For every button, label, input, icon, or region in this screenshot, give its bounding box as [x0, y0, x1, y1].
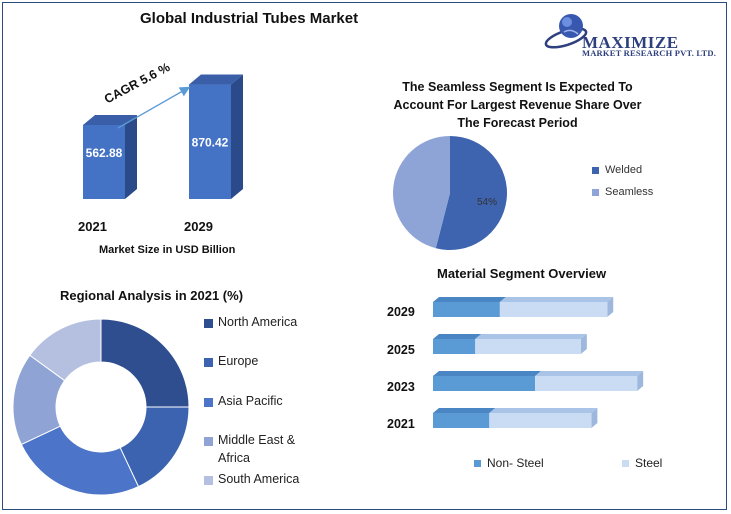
legend-europe: Europe — [218, 354, 259, 368]
legend-south-america: South America — [218, 472, 300, 486]
material-bar-nonsteel — [433, 376, 536, 391]
cagr-arrow — [117, 86, 191, 129]
material-year-2029: 2029 — [387, 305, 415, 319]
legend-middle-east-line1: Middle East & — [218, 433, 296, 447]
bar-category-2021: 2021 — [78, 219, 107, 234]
material-bar-end — [580, 334, 587, 354]
segment-title-line-3: The Forecast Period — [457, 116, 578, 130]
legend-middle-east-line2: Africa — [218, 451, 250, 465]
material-bar-nonsteel-top — [433, 334, 482, 339]
legend-non-steel: Non- Steel — [474, 456, 544, 470]
legend-middle-east-africa-swatch — [204, 437, 213, 446]
legend-north-america-swatch — [204, 319, 213, 328]
legend-north-america: North America — [218, 315, 298, 329]
donut-slice-asia-pacific — [20, 425, 140, 496]
material-bar-steel-top — [489, 408, 598, 413]
material-bar-nonsteel — [433, 339, 476, 354]
material-bar-steel — [475, 339, 581, 354]
material-bar-2025 — [433, 334, 587, 354]
material-year-2023: 2023 — [387, 380, 415, 394]
material-bar-steel-top — [535, 371, 644, 376]
segment-pie-title: The Seamless Segment Is Expected To Acco… — [380, 78, 655, 132]
market-bar-value-label: 870.42 — [192, 136, 229, 150]
legend-seamless: Seamless — [592, 186, 653, 198]
legend-welded: Welded — [592, 164, 642, 176]
material-year-2021: 2021 — [387, 417, 415, 431]
material-bar-2021 — [433, 408, 598, 428]
segment-pie-chart: 54% — [392, 136, 507, 250]
segment-title-line-2: Account For Largest Revenue Share Over — [393, 98, 642, 112]
market-bar-2021: 562.88 — [83, 114, 137, 199]
material-segment-chart — [433, 297, 644, 428]
regional-title: Regional Analysis in 2021 (%) — [60, 288, 244, 303]
legend-asia-pacific: Asia Pacific — [218, 394, 283, 408]
legend-non-steel-label: Non- Steel — [487, 456, 544, 470]
donut-slice-south-america — [29, 318, 102, 382]
legend-seamless-swatch — [592, 188, 599, 196]
page-title: Global Industrial Tubes Market — [140, 10, 359, 27]
legend-south-america-swatch — [204, 476, 213, 485]
material-bar-end — [637, 371, 644, 391]
logo — [544, 6, 724, 66]
material-bar-nonsteel — [433, 413, 490, 428]
legend-steel: Steel — [622, 456, 662, 470]
material-bar-end — [607, 297, 614, 317]
segment-title-line-1: The Seamless Segment Is Expected To — [402, 80, 633, 94]
material-bar-2023 — [433, 371, 644, 391]
globe-icon — [544, 14, 588, 49]
market-size-caption: Market Size in USD Billion — [99, 244, 236, 256]
legend-welded-label: Welded — [605, 164, 643, 176]
material-bar-steel-top — [475, 334, 587, 339]
legend-asia-pacific-swatch — [204, 398, 213, 407]
material-bar-end — [591, 408, 598, 428]
bar-category-2029: 2029 — [184, 219, 213, 234]
legend-steel-swatch — [622, 459, 629, 467]
material-bar-steel — [489, 413, 592, 428]
material-title: Material Segment Overview — [437, 266, 607, 281]
material-bar-steel — [535, 376, 638, 391]
legend-steel-label: Steel — [635, 456, 663, 470]
market-bar-top — [189, 74, 243, 85]
market-bar-front — [189, 84, 231, 199]
pie-slice-welded — [435, 136, 507, 250]
donut-slice-north-america — [100, 318, 190, 408]
logo-subtitle: MARKET RESEARCH PVT. LTD. — [582, 48, 717, 58]
material-bar-nonsteel-top — [433, 371, 542, 376]
market-bar-side — [231, 74, 243, 199]
regional-donut-chart — [12, 318, 190, 496]
legend-europe-swatch — [204, 358, 213, 367]
pie-slice-label: 54% — [477, 197, 497, 208]
material-bar-nonsteel-top — [433, 408, 496, 413]
market-bar-side — [125, 114, 137, 199]
material-bar-nonsteel-top — [433, 297, 506, 302]
material-bar-steel-top — [499, 297, 614, 302]
regional-legend: North America Europe Asia Pacific Middle… — [204, 312, 334, 492]
pie-slice-seamless — [392, 136, 450, 249]
legend-welded-swatch — [592, 166, 599, 174]
market-bar-top — [83, 114, 137, 125]
material-bar-nonsteel — [433, 302, 500, 317]
market-bar-2029: 870.42 — [189, 74, 243, 199]
material-bar-steel — [499, 302, 608, 317]
material-bar-2029 — [433, 297, 614, 317]
market-bar-front — [83, 124, 125, 199]
market-size-chart: 562.88 870.42 — [83, 74, 243, 199]
legend-seamless-label: Seamless — [605, 186, 654, 198]
market-bar-value-label: 562.88 — [86, 146, 123, 160]
logo-name: MAXIMIZE — [582, 33, 679, 52]
material-year-2025: 2025 — [387, 343, 415, 357]
legend-non-steel-swatch — [474, 459, 481, 467]
